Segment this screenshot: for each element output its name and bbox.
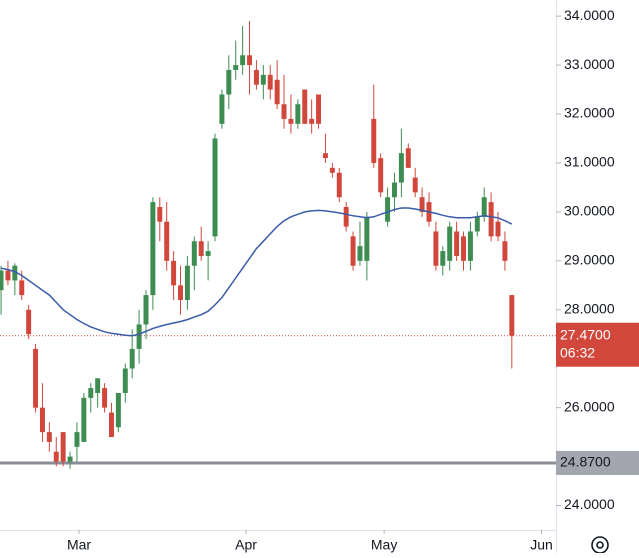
countdown: 06:32 bbox=[560, 344, 595, 360]
candle-body bbox=[378, 158, 384, 193]
candle-body bbox=[495, 221, 501, 237]
candle-body bbox=[157, 207, 163, 222]
candle-body bbox=[309, 118, 315, 124]
candle-body bbox=[447, 226, 453, 261]
x-tick-label: Apr bbox=[235, 537, 257, 553]
candle-body bbox=[267, 74, 273, 90]
candle-body bbox=[171, 260, 177, 286]
candle-body bbox=[53, 451, 59, 462]
moving-average bbox=[0, 207, 513, 337]
y-tick-label: 31.0000 bbox=[564, 154, 615, 170]
candle-body bbox=[95, 378, 101, 393]
candle-body bbox=[205, 251, 211, 256]
candle-body bbox=[412, 177, 418, 193]
candle-body bbox=[164, 221, 170, 261]
candle-body bbox=[481, 197, 487, 217]
candle-body bbox=[474, 216, 480, 232]
y-tick-label: 28.0000 bbox=[564, 300, 615, 316]
y-tick-label: 26.0000 bbox=[564, 398, 615, 414]
candle-body bbox=[74, 432, 80, 447]
candle-body bbox=[26, 309, 32, 335]
x-tick-label: Jun bbox=[530, 537, 553, 553]
candle-body bbox=[88, 388, 94, 398]
last-price-label: 27.4700 bbox=[560, 326, 611, 342]
candle-body bbox=[364, 216, 370, 261]
candle-body bbox=[247, 55, 253, 66]
candle-body bbox=[115, 392, 121, 428]
candle-body bbox=[509, 295, 515, 336]
candle-body bbox=[136, 324, 142, 349]
y-tick-label: 29.0000 bbox=[564, 252, 615, 268]
candle-body bbox=[67, 456, 73, 462]
candle-body bbox=[12, 265, 18, 281]
y-tick-label: 32.0000 bbox=[564, 105, 615, 121]
candle-body bbox=[502, 241, 508, 261]
level-label: 24.8700 bbox=[560, 454, 611, 470]
candle-body bbox=[350, 236, 356, 266]
y-tick-label: 33.0000 bbox=[564, 56, 615, 72]
candle-body bbox=[488, 202, 494, 237]
y-tick-label: 30.0000 bbox=[564, 203, 615, 219]
candle-body bbox=[440, 251, 446, 266]
candle-body bbox=[316, 94, 322, 124]
candle-body bbox=[391, 182, 397, 198]
plot bbox=[0, 21, 556, 469]
candle-body bbox=[108, 412, 114, 438]
candle-body bbox=[240, 55, 246, 66]
x-tick-label: Mar bbox=[67, 537, 91, 553]
candle-body bbox=[191, 241, 197, 266]
candle-body bbox=[102, 388, 108, 408]
candle-body bbox=[467, 231, 473, 261]
candle-body bbox=[219, 94, 225, 124]
candle-body bbox=[46, 432, 52, 442]
candle-body bbox=[226, 69, 232, 95]
candle-body bbox=[253, 69, 259, 85]
level-box bbox=[556, 450, 639, 475]
candle-body bbox=[336, 172, 342, 198]
candle-body bbox=[212, 138, 218, 237]
y-tick-label: 24.0000 bbox=[564, 496, 615, 512]
candle-body bbox=[178, 285, 183, 300]
candle-body bbox=[19, 280, 25, 296]
candle-body bbox=[122, 368, 128, 393]
candle-body bbox=[60, 432, 66, 462]
candle-body bbox=[150, 202, 156, 296]
settings-hub[interactable] bbox=[596, 541, 604, 549]
candle-body bbox=[454, 231, 460, 256]
candle-body bbox=[302, 89, 308, 124]
candle-body bbox=[398, 153, 404, 183]
candle-body bbox=[357, 246, 363, 261]
candle-body bbox=[5, 270, 11, 281]
candle-body bbox=[343, 207, 349, 227]
candle-body bbox=[33, 348, 39, 408]
candle-body bbox=[233, 65, 239, 70]
candle-body bbox=[329, 167, 335, 173]
candle-body bbox=[419, 197, 425, 212]
candle-body bbox=[371, 118, 377, 163]
candle-body bbox=[288, 118, 294, 124]
candle-body bbox=[0, 270, 4, 291]
candle-body bbox=[322, 153, 328, 159]
candle-body bbox=[184, 265, 190, 300]
y-tick-label: 34.0000 bbox=[564, 7, 615, 23]
candle-body bbox=[433, 231, 439, 266]
candle-body bbox=[385, 197, 391, 222]
last-price-box bbox=[556, 322, 639, 367]
candle-body bbox=[81, 397, 87, 442]
candle-body bbox=[260, 74, 266, 85]
candle-body bbox=[281, 104, 287, 119]
candle-body bbox=[405, 148, 411, 168]
candle-body bbox=[39, 407, 45, 433]
candle-body bbox=[274, 79, 280, 105]
candle-body bbox=[143, 295, 149, 325]
candle-body bbox=[295, 104, 301, 124]
candle-body bbox=[461, 236, 466, 261]
candle-body bbox=[129, 348, 135, 369]
candle-body bbox=[198, 241, 204, 256]
x-tick-label: May bbox=[371, 537, 397, 553]
